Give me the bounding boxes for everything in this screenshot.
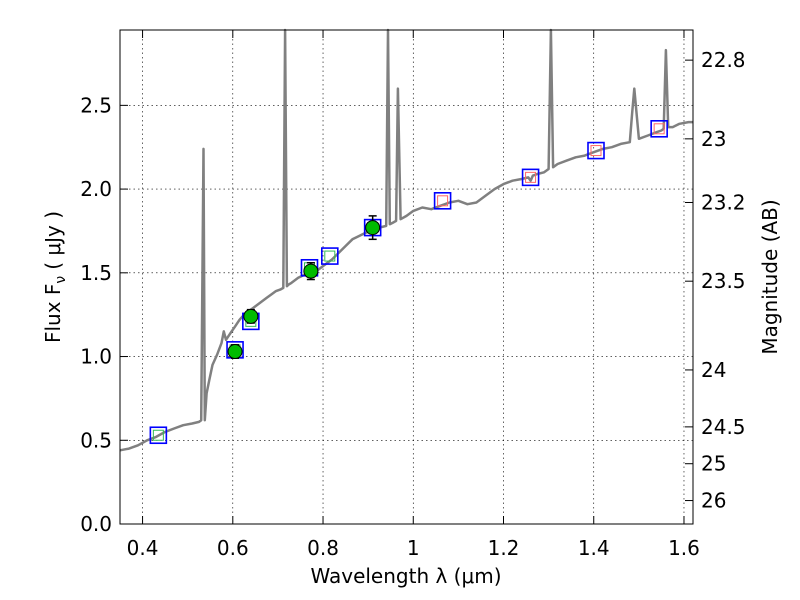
x-tick-label: 0.8 (307, 536, 339, 560)
y-tick-label: 0.0 (80, 512, 112, 536)
model-photometry-box (433, 192, 452, 210)
model-photometry-box-outer (650, 120, 668, 138)
observed-point (365, 215, 381, 241)
model-photometry-box-outer (521, 168, 540, 187)
observed-point-marker (365, 220, 381, 236)
y-tick-label: 1.5 (80, 261, 112, 285)
y-tick-label: 0.5 (80, 428, 112, 452)
model-photometry-box (320, 247, 339, 265)
y2-tick-label: 24 (701, 358, 726, 382)
series-layer (119, 28, 693, 452)
model-photometry-box (521, 168, 540, 187)
model-photometry-box-outer (149, 426, 168, 445)
y2-tick-label: 23.2 (701, 190, 746, 214)
x-tick-label: 1 (407, 536, 420, 560)
y2-tick-label: 25 (701, 452, 726, 476)
y2-tick-label: 26 (701, 489, 726, 513)
y-tick-label: 2.5 (80, 93, 112, 117)
y2-tick-label: 23 (701, 127, 726, 151)
model-photometry-box-outer (587, 141, 605, 160)
y-axis-label: Flux Fν ( μJy ) (41, 211, 69, 343)
y-axis-label-main: Flux F (41, 284, 65, 343)
y-axis-label-unit: ( μJy ) (41, 211, 65, 270)
observed-point-marker (303, 263, 319, 279)
x-tick-label: 0.6 (217, 536, 249, 560)
x-tick-label: 1.4 (578, 536, 610, 560)
y-axis-label-text: Flux Fν ( μJy ) (41, 211, 69, 343)
plot-frame (119, 29, 694, 525)
y-axis-label-sub: ν (53, 276, 69, 284)
model-photometry-box-inner (590, 145, 602, 157)
observed-point (227, 344, 243, 360)
y2-axis-label: Magnitude (AB) (758, 199, 782, 354)
model-photometry-box-inner (324, 250, 336, 262)
y2-tick-label: 22.8 (701, 48, 746, 72)
marks-layer (149, 120, 668, 445)
model-spectrum-line (119, 28, 693, 452)
x-axis-label: Wavelength λ (μm) (310, 564, 501, 588)
model-photometry-box-inner (437, 195, 449, 207)
x-tick-label: 1.2 (488, 536, 520, 560)
y-tick-label: 1.0 (80, 345, 112, 369)
model-photometry-box-inner (152, 429, 164, 441)
model-photometry-box-outer (433, 192, 452, 210)
observed-point (243, 308, 259, 324)
x-tick-label: 0.4 (127, 536, 159, 560)
y2-tick-label: 24.5 (701, 415, 746, 439)
model-photometry-box-outer (320, 247, 339, 265)
grid (120, 30, 693, 525)
y2-tick-label: 23.5 (701, 269, 746, 293)
model-photometry-box (587, 141, 605, 160)
observed-point (303, 262, 319, 281)
model-photometry-box (650, 120, 668, 138)
model-photometry-box-inner (653, 123, 665, 135)
ticks-layer: 0.4 0.6 0.8 1 1.2 1.4 1.6 0.0 0.5 1.0 1.5 2.0 2.5 22.… (80, 30, 746, 560)
observed-point-marker (227, 344, 243, 360)
y-tick-label: 2.0 (80, 177, 112, 201)
model-photometry-box-inner (525, 171, 537, 183)
observed-point-marker (243, 308, 259, 324)
x-tick-label: 1.6 (668, 536, 700, 560)
model-photometry-box (149, 426, 168, 445)
